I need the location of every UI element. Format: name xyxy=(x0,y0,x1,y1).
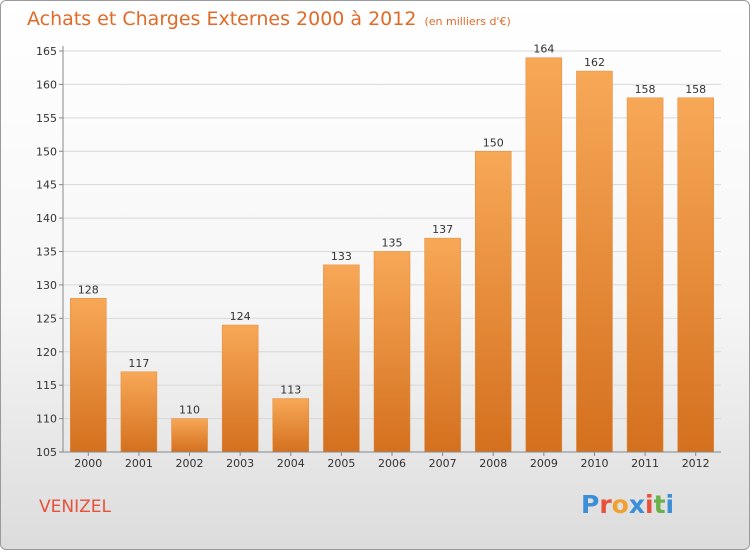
bar-value-label: 128 xyxy=(78,283,99,296)
y-tick-label: 125 xyxy=(36,312,57,325)
chart-title-text: Achats et Charges Externes 2000 à 2012 xyxy=(27,8,417,30)
bar-value-label: 135 xyxy=(382,237,403,250)
bar xyxy=(272,398,310,453)
x-tick-label: 2002 xyxy=(176,457,204,470)
y-tick-label: 135 xyxy=(36,246,57,259)
y-tick-label: 115 xyxy=(36,379,57,392)
x-tick-label: 2010 xyxy=(580,457,608,470)
y-tick-label: 105 xyxy=(36,446,57,459)
logo-letter: t xyxy=(653,490,666,519)
x-tick-label: 2001 xyxy=(125,457,153,470)
bar xyxy=(171,418,208,453)
y-tick-label: 130 xyxy=(36,279,57,292)
bar-value-label: 133 xyxy=(331,250,352,263)
bar-value-label: 113 xyxy=(280,384,301,397)
bar xyxy=(626,97,664,453)
y-tick-label: 145 xyxy=(36,179,57,192)
x-tick-label: 2009 xyxy=(530,457,558,470)
y-tick-label: 140 xyxy=(36,212,57,225)
y-tick-label: 165 xyxy=(36,45,57,58)
bar-value-label: 158 xyxy=(685,83,706,96)
bar xyxy=(474,151,512,453)
bar xyxy=(120,371,158,453)
bar xyxy=(221,324,259,453)
y-tick-label: 160 xyxy=(36,78,57,91)
x-tick-label: 2006 xyxy=(378,457,406,470)
logo-letter: i xyxy=(665,490,675,519)
y-tick-label: 110 xyxy=(36,413,57,426)
bar-value-label: 162 xyxy=(584,56,605,69)
x-tick-label: 2000 xyxy=(74,457,102,470)
y-tick-label: 155 xyxy=(36,112,57,125)
x-tick-label: 2011 xyxy=(631,457,659,470)
logo-letter: x xyxy=(628,490,645,519)
logo-letter: P xyxy=(581,490,600,519)
bar xyxy=(677,97,714,453)
proxiti-logo: Proxiti xyxy=(581,490,674,519)
x-tick-label: 2007 xyxy=(429,457,457,470)
bars: 128 117 110 124 113 133 135 137 150 164 162 158 158 xyxy=(70,43,714,453)
bar-value-label: 124 xyxy=(230,310,251,323)
y-tick-label: 150 xyxy=(36,145,57,158)
axes: 105 110 115 120 125 130 135 140 145 150 155 160 165 2… xyxy=(36,45,721,470)
logo-letter: i xyxy=(645,490,654,519)
chart-subtitle: (en milliers d'€) xyxy=(424,15,511,28)
bar-value-label: 137 xyxy=(432,223,453,236)
x-tick-label: 2003 xyxy=(226,457,254,470)
x-tick-label: 2008 xyxy=(479,457,507,470)
logo-letter: r xyxy=(599,490,612,519)
bar-value-label: 158 xyxy=(635,83,656,96)
y-tick-label: 120 xyxy=(36,346,57,359)
chart-title: Achats et Charges Externes 2000 à 2012 (e… xyxy=(27,8,511,30)
logo-letter: o xyxy=(611,490,629,519)
bar xyxy=(70,298,107,453)
x-tick-label: 2005 xyxy=(327,457,355,470)
bar xyxy=(525,57,563,453)
bar-value-label: 150 xyxy=(483,136,504,149)
bar xyxy=(373,251,411,453)
bar xyxy=(323,264,360,453)
bar-value-label: 117 xyxy=(128,357,149,370)
bar-value-label: 110 xyxy=(179,404,200,417)
x-tick-label: 2012 xyxy=(682,457,710,470)
place-name: VENIZEL xyxy=(39,497,111,517)
bar xyxy=(424,237,461,453)
bar-value-label: 164 xyxy=(533,43,554,56)
bar xyxy=(576,70,613,453)
x-tick-label: 2004 xyxy=(277,457,305,470)
